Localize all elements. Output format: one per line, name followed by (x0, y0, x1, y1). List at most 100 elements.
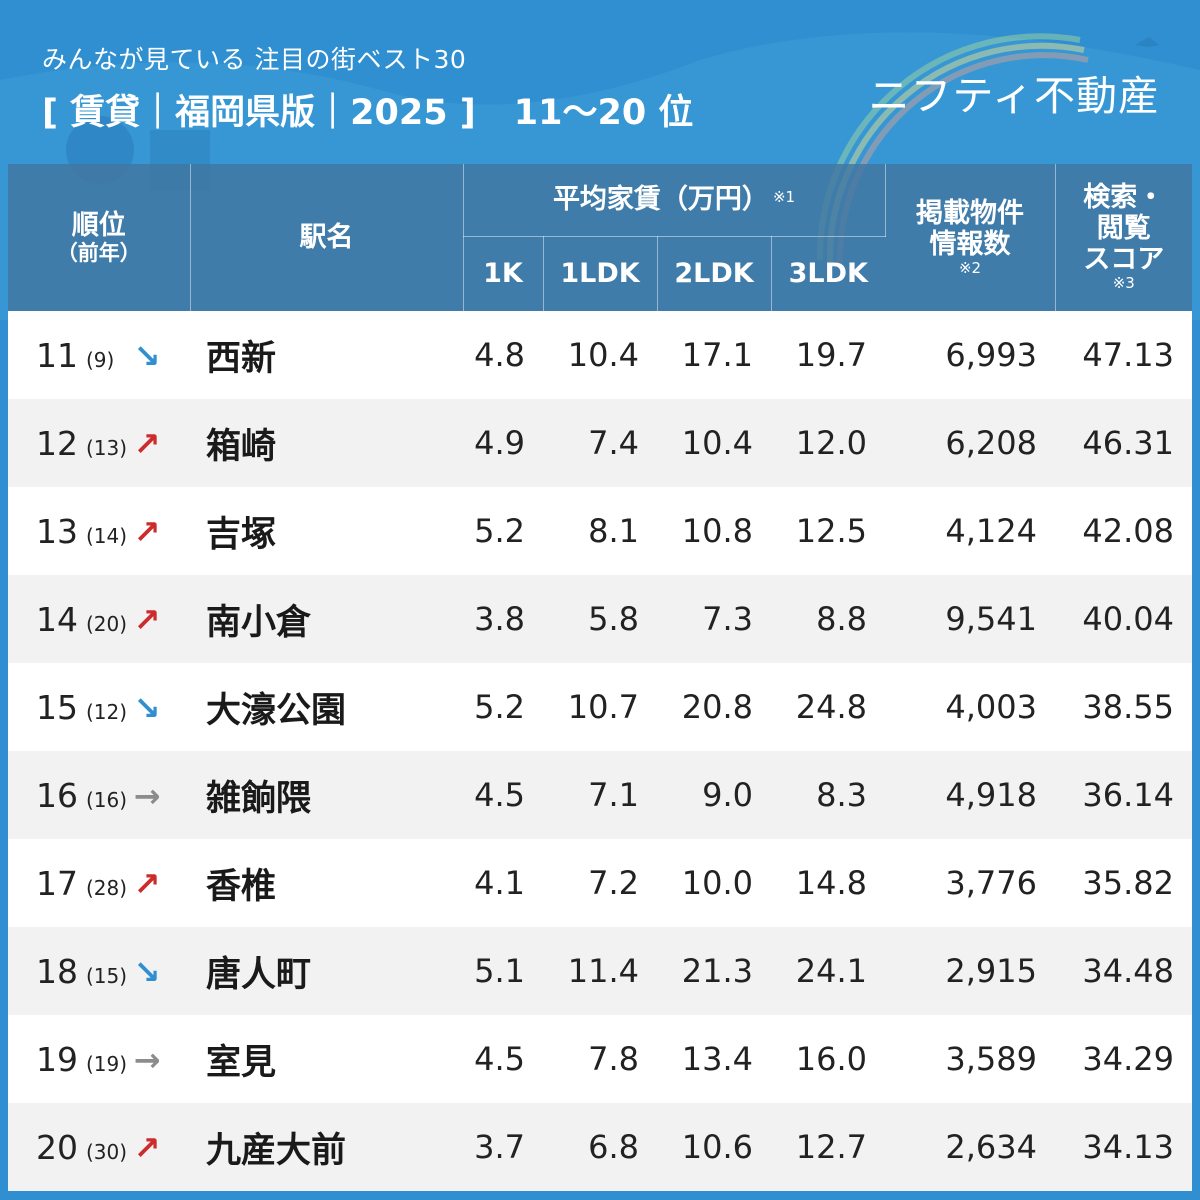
header-prev-year-label: （前年） (56, 240, 141, 265)
rank-number: 19 (36, 1039, 78, 1079)
station-name: 雑餉隈 (190, 751, 463, 839)
ranking-table: 順位 （前年） 駅名 平均家賃（万円） ※1 掲載物件 情報数 ※2 検索・ 閲覧 (8, 164, 1192, 1191)
rank-cell: 16 (16) → (8, 751, 190, 839)
rent-1ldk: 10.4 (543, 311, 657, 399)
rent-1ldk: 7.8 (543, 1015, 657, 1103)
rank-cell: 20 (30) ↗ (8, 1103, 190, 1191)
page-title: [ 賃貸｜福岡県版｜2025 ] 11～20 位 (42, 84, 693, 135)
rent-1k: 5.2 (463, 487, 543, 575)
rent-3ldk: 16.0 (771, 1015, 885, 1103)
search-score: 36.14 (1055, 751, 1192, 839)
table-row: 11 (9) ↘ 西新 4.8 10.4 17.1 19.7 6,993 47.13 (8, 311, 1192, 399)
rank-number: 16 (36, 775, 78, 815)
rank-cell: 18 (15) ↘ (8, 927, 190, 1015)
station-name: 九産大前 (190, 1103, 463, 1191)
rent-1k: 4.1 (463, 839, 543, 927)
rent-1ldk: 10.7 (543, 663, 657, 751)
header-score-line3: スコア (1083, 244, 1165, 276)
rent-3ldk: 19.7 (771, 311, 885, 399)
prev-year-rank: (28) (86, 875, 128, 900)
title-text: [ 賃貸｜福岡県版｜2025 ] (42, 93, 476, 133)
search-score: 40.04 (1055, 575, 1192, 663)
rent-1k: 3.7 (463, 1103, 543, 1191)
listings-count: 9,541 (885, 575, 1055, 663)
rent-3ldk: 14.8 (771, 839, 885, 927)
prev-year-rank: (16) (86, 787, 128, 812)
rent-3ldk: 24.8 (771, 663, 885, 751)
rent-2ldk: 10.0 (657, 839, 771, 927)
station-name: 南小倉 (190, 575, 463, 663)
rank-cell: 17 (28) ↗ (8, 839, 190, 927)
rent-3ldk: 12.5 (771, 487, 885, 575)
rent-2ldk: 10.6 (657, 1103, 771, 1191)
listings-count: 3,776 (885, 839, 1055, 927)
rent-3ldk: 24.1 (771, 927, 885, 1015)
prev-year-rank: (30) (86, 1139, 128, 1164)
trend-arrow-icon: → (133, 1040, 161, 1079)
table-row: 13 (14) ↗ 吉塚 5.2 8.1 10.8 12.5 4,124 42.08 (8, 487, 1192, 575)
rent-3ldk: 12.7 (771, 1103, 885, 1191)
header-listings-line2: 情報数 (929, 228, 1011, 260)
rank-cell: 19 (19) → (8, 1015, 190, 1103)
rent-1ldk: 7.4 (543, 399, 657, 487)
rent-2ldk: 20.8 (657, 663, 771, 751)
rank-cell: 13 (14) ↗ (8, 487, 190, 575)
rent-3ldk: 8.8 (771, 575, 885, 663)
search-score: 47.13 (1055, 311, 1192, 399)
rent-2ldk: 17.1 (657, 311, 771, 399)
trend-arrow-icon: ↗ (133, 864, 161, 903)
brand-logo: ニフティ不動産 (868, 72, 1160, 120)
rank-cell: 12 (13) ↗ (8, 399, 190, 487)
rank-number: 18 (36, 951, 78, 991)
station-name: 室見 (190, 1015, 463, 1103)
table-body: 11 (9) ↘ 西新 4.8 10.4 17.1 19.7 6,993 47.13… (8, 311, 1192, 1191)
header-avg-rent-label: 平均家賃（万円） (552, 184, 769, 216)
rent-1k: 3.8 (463, 575, 543, 663)
rank-number: 17 (36, 863, 78, 903)
trend-arrow-icon: ↘ (133, 336, 161, 375)
trend-arrow-icon: ↗ (133, 424, 161, 463)
listings-count: 6,208 (885, 399, 1055, 487)
rent-1ldk: 8.1 (543, 487, 657, 575)
header-listings: 掲載物件 情報数 ※2 (885, 164, 1056, 312)
rank-range: 11～20 位 (513, 93, 694, 133)
trend-arrow-icon: ↗ (133, 600, 161, 639)
header-score-line2: 閲覧 (1096, 213, 1151, 245)
rank-number: 20 (36, 1127, 78, 1167)
rent-3ldk: 12.0 (771, 399, 885, 487)
ranking-table-container: 順位 （前年） 駅名 平均家賃（万円） ※1 掲載物件 情報数 ※2 検索・ 閲覧 (8, 164, 1192, 1192)
table-row: 16 (16) → 雑餉隈 4.5 7.1 9.0 8.3 4,918 36.14 (8, 751, 1192, 839)
search-score: 35.82 (1055, 839, 1192, 927)
trend-arrow-icon: ↘ (133, 952, 161, 991)
header-station: 駅名 (190, 164, 464, 312)
station-name: 吉塚 (190, 487, 463, 575)
rank-cell: 11 (9) ↘ (8, 311, 190, 399)
prev-year-rank: (15) (86, 963, 128, 988)
rent-1k: 4.5 (463, 1015, 543, 1103)
rent-2ldk: 13.4 (657, 1015, 771, 1103)
rent-2ldk: 9.0 (657, 751, 771, 839)
prev-year-rank: (19) (86, 1051, 128, 1076)
header-avg-rent-note: ※1 (772, 187, 796, 206)
station-name: 箱崎 (190, 399, 463, 487)
rent-1ldk: 5.8 (543, 575, 657, 663)
station-name: 大濠公園 (190, 663, 463, 751)
header-score: 検索・ 閲覧 スコア ※3 (1055, 164, 1192, 312)
listings-count: 2,915 (885, 927, 1055, 1015)
search-score: 38.55 (1055, 663, 1192, 751)
rent-1k: 4.5 (463, 751, 543, 839)
rank-number: 12 (36, 423, 78, 463)
listings-count: 2,634 (885, 1103, 1055, 1191)
prev-year-rank: (9) (86, 347, 115, 372)
header-score-note: ※3 (1112, 274, 1135, 293)
rent-1ldk: 6.8 (543, 1103, 657, 1191)
rank-number: 15 (36, 687, 78, 727)
table-row: 15 (12) ↘ 大濠公園 5.2 10.7 20.8 24.8 4,003 38… (8, 663, 1192, 751)
header-station-label: 駅名 (299, 221, 354, 253)
search-score: 34.29 (1055, 1015, 1192, 1103)
header-room-1k: 1K (463, 236, 544, 312)
prev-year-rank: (14) (86, 523, 128, 548)
prev-year-rank: (13) (86, 435, 128, 460)
header-rank: 順位 （前年） (8, 164, 191, 312)
rent-1k: 4.9 (463, 399, 543, 487)
